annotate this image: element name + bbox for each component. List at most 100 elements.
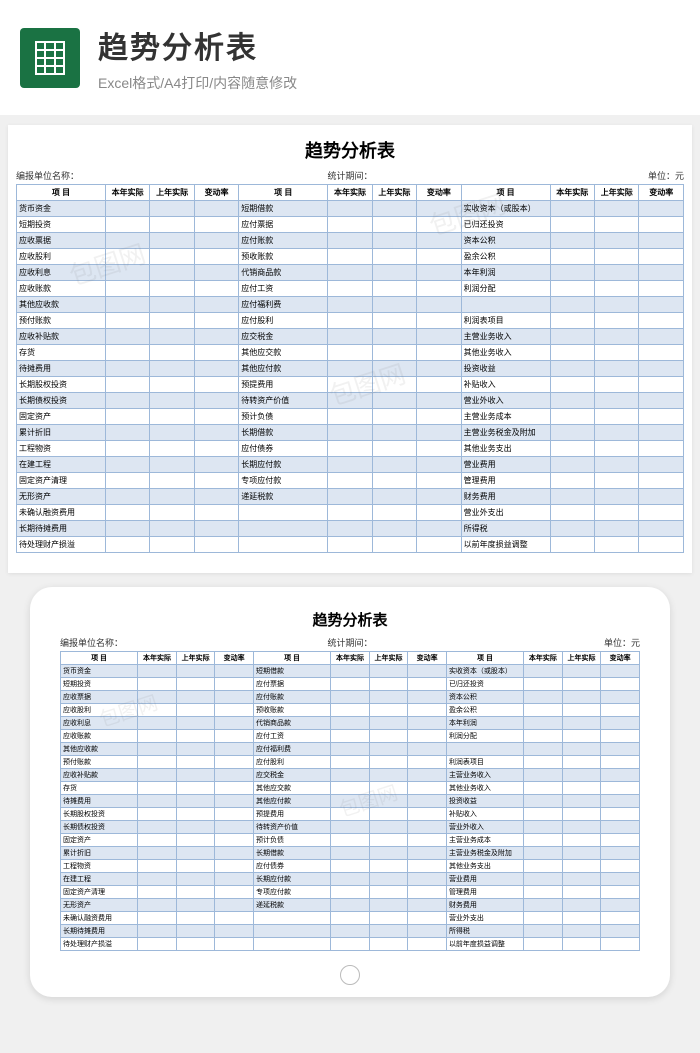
table-cell [417,457,461,473]
table-cell: 长期债权投资 [61,821,138,834]
table-header-cell: 上年实际 [150,185,194,201]
table-cell [194,473,238,489]
table-cell [372,329,416,345]
table-cell [176,808,215,821]
table-cell [524,730,563,743]
table-cell [215,899,254,912]
table-cell: 无形资产 [61,899,138,912]
table-cell [408,834,447,847]
table-cell: 管理费用 [461,473,550,489]
table-cell [194,425,238,441]
table-cell [328,473,372,489]
table-cell [150,201,194,217]
table-header-cell: 变动率 [417,185,461,201]
table-cell [639,441,684,457]
table-cell [194,217,238,233]
table-cell: 待转资产价值 [239,393,328,409]
table-cell [594,441,638,457]
table-cell [639,489,684,505]
table-cell: 财务费用 [461,489,550,505]
table-header-cell: 项 目 [17,185,106,201]
table-row: 累计折旧长期借款主营业务税金及附加 [17,425,684,441]
table-header-cell: 变动率 [194,185,238,201]
table-cell: 短期借款 [239,201,328,217]
table-cell [562,769,601,782]
table-cell [253,912,330,925]
table-cell: 待摊费用 [17,361,106,377]
table-cell [331,756,370,769]
table-cell [417,505,461,521]
table-cell [417,329,461,345]
table-cell: 应付福利费 [239,297,328,313]
meta-left: 编报单位名称： [60,636,253,649]
table-cell [408,847,447,860]
table-cell [105,473,149,489]
table-row: 应收账款应付工资利润分配 [61,730,640,743]
table-cell [138,717,177,730]
table-cell [562,808,601,821]
table-cell [461,297,550,313]
table-cell [215,743,254,756]
table-cell [215,886,254,899]
table-cell: 代销商品款 [253,717,330,730]
table-cell [331,678,370,691]
table-cell [105,409,149,425]
table-cell [331,912,370,925]
table-cell [639,297,684,313]
table-header-cell: 上年实际 [176,652,215,665]
table-cell: 预计负债 [253,834,330,847]
table-cell [417,473,461,489]
table-cell [194,393,238,409]
table-cell [328,297,372,313]
table-cell: 预提费用 [253,808,330,821]
table-cell [105,361,149,377]
table-cell: 应收账款 [17,281,106,297]
table-cell [150,489,194,505]
table-cell [408,678,447,691]
table-header-cell: 上年实际 [372,185,416,201]
table-cell [138,912,177,925]
table-cell: 待处理财产损溢 [61,938,138,951]
table-cell [372,441,416,457]
table-cell [524,678,563,691]
table-cell [176,925,215,938]
table-header-cell: 上年实际 [369,652,408,665]
table-cell [328,201,372,217]
table-cell [369,899,408,912]
table-cell [150,249,194,265]
table-cell [372,521,416,537]
table-cell [408,717,447,730]
table-cell [331,886,370,899]
table-cell [550,201,594,217]
table-cell [408,873,447,886]
table-cell [562,938,601,951]
excel-icon [20,28,80,88]
table-cell [639,409,684,425]
table-cell: 长期借款 [253,847,330,860]
table-row: 长期债权投资待转资产价值营业外收入 [61,821,640,834]
sheet-meta: 编报单位名称： 统计期间： 单位：元 [16,169,684,182]
table-cell [594,249,638,265]
table-cell: 其他业务支出 [461,441,550,457]
table-cell [550,313,594,329]
table-cell [594,329,638,345]
table-row: 长期待摊费用所得税 [61,925,640,938]
table-cell: 累计折旧 [17,425,106,441]
table-cell [601,834,640,847]
table-row: 长期债权投资待转资产价值营业外收入 [17,393,684,409]
table-header-cell: 项 目 [61,652,138,665]
table-row: 长期股权投资预提费用补贴收入 [61,808,640,821]
table-cell [369,886,408,899]
table-cell [176,717,215,730]
table-cell [408,860,447,873]
table-cell [601,847,640,860]
table-cell [105,265,149,281]
table-row: 预付账款应付股利 利润表项目 [61,756,640,769]
table-cell [105,457,149,473]
table-cell: 应付工资 [239,281,328,297]
table-cell [215,730,254,743]
table-cell [601,873,640,886]
table-cell: 在建工程 [17,457,106,473]
table-cell [328,393,372,409]
table-cell: 所得税 [446,925,523,938]
